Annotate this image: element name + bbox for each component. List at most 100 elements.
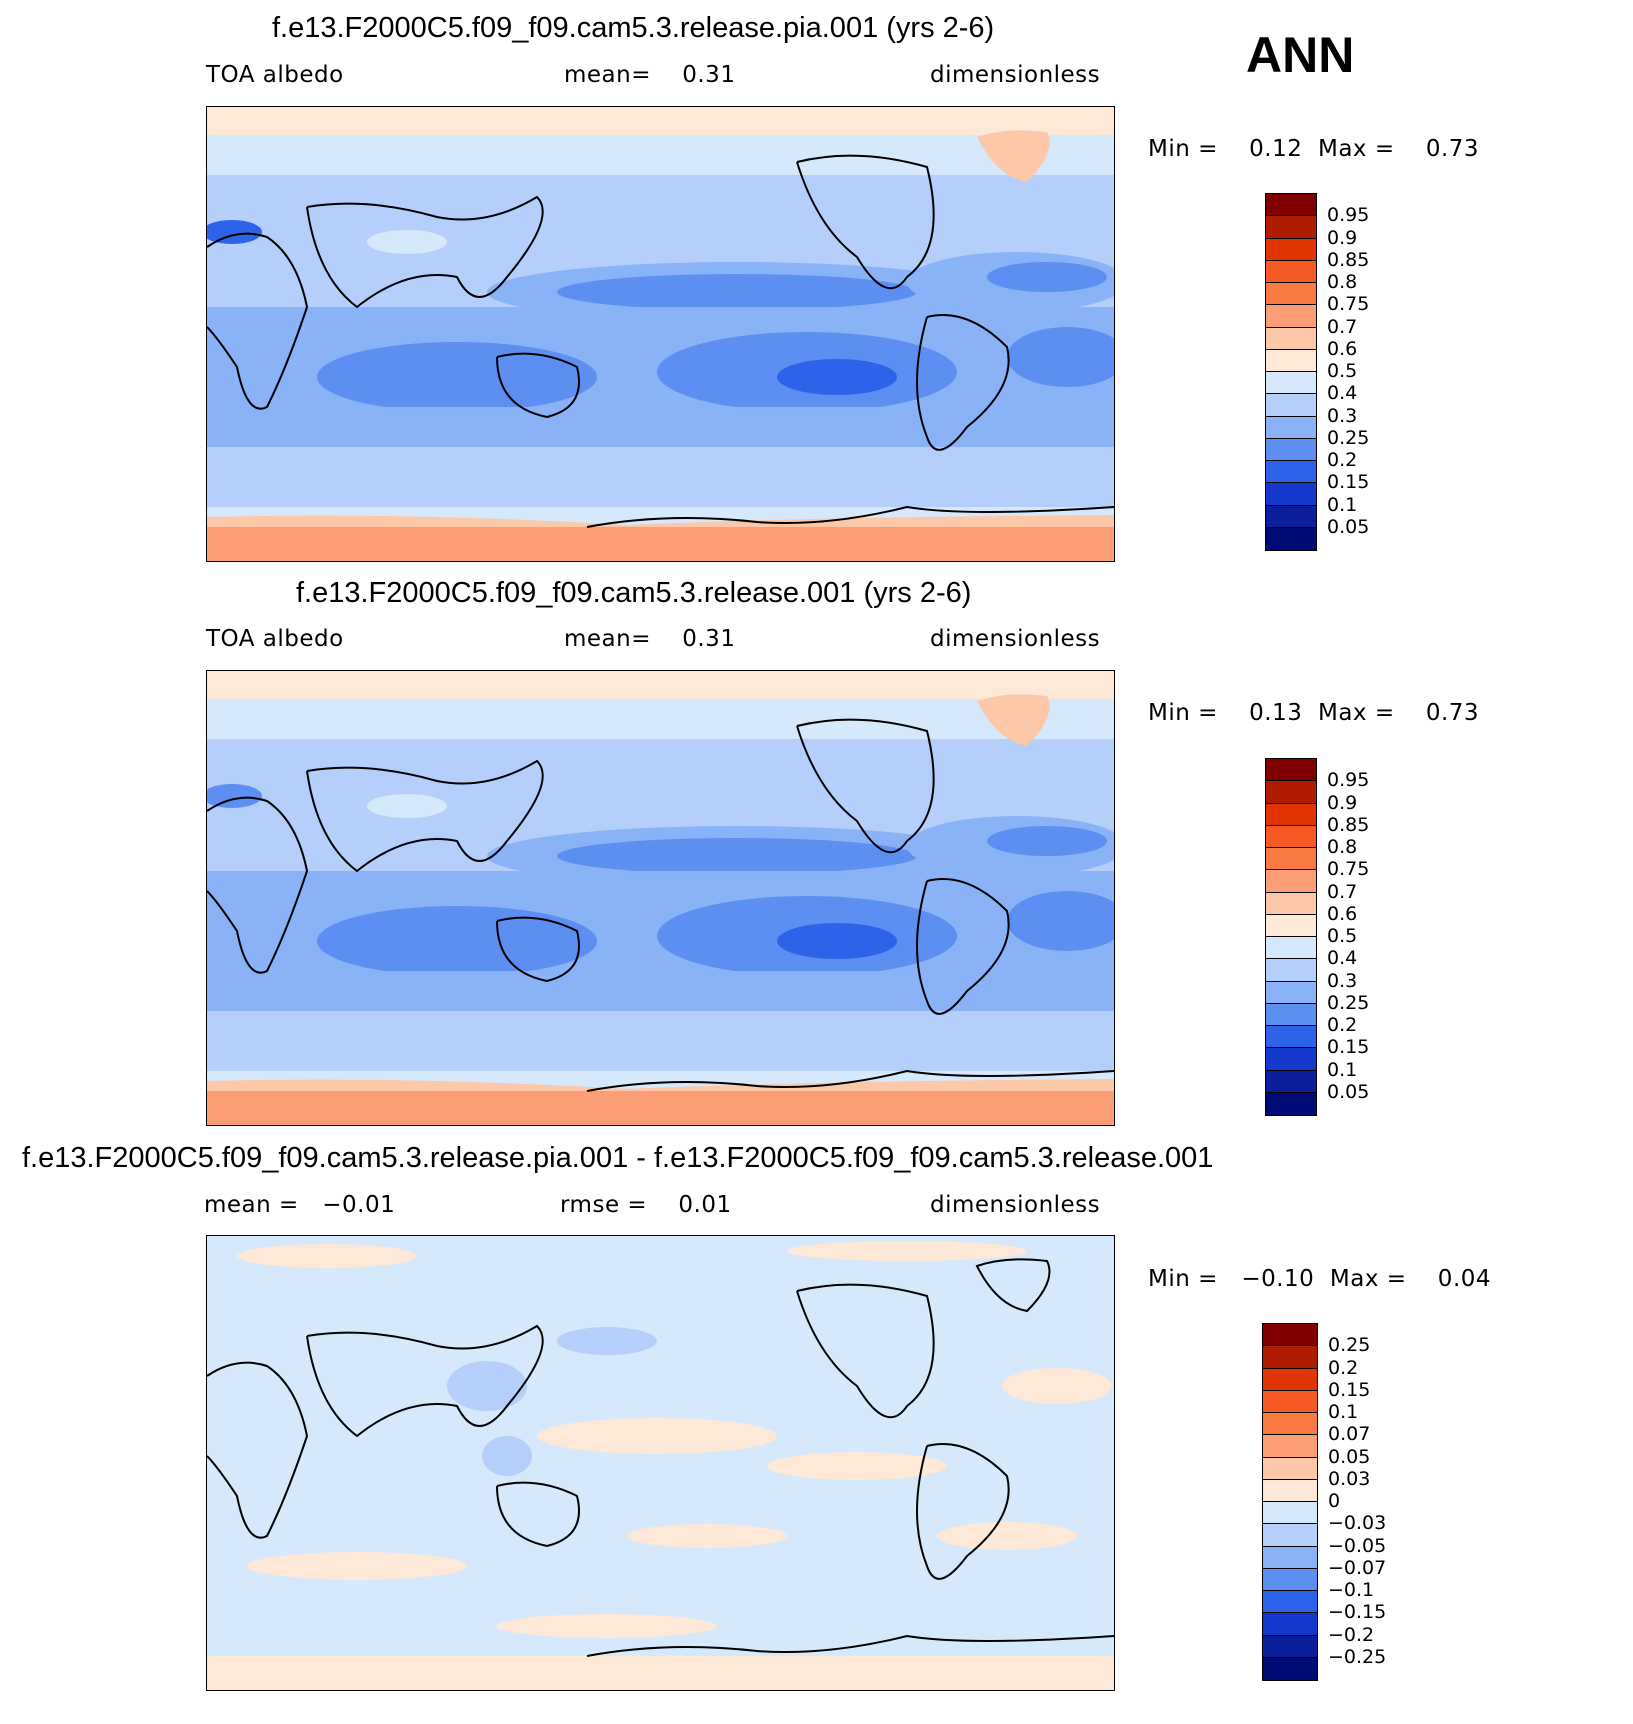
colorbar-tick-label: 0.5 xyxy=(1327,360,1358,382)
panel-3-map xyxy=(206,1235,1115,1691)
colorbar-tick-label: −0.25 xyxy=(1328,1645,1387,1668)
panel-3-colorbar xyxy=(1262,1323,1318,1681)
colorbar-segment xyxy=(1266,416,1316,439)
colorbar-tick-label: 0.05 xyxy=(1327,1080,1370,1103)
colorbar-segment xyxy=(1263,1346,1317,1369)
colorbar-segment xyxy=(1266,461,1316,484)
colorbar-segment xyxy=(1263,1657,1317,1680)
colorbar-segment xyxy=(1266,959,1316,982)
colorbar-tick-label: 0.3 xyxy=(1327,404,1358,427)
colorbar-tick-label: 0.05 xyxy=(1327,515,1370,538)
colorbar-tick-label: 0.15 xyxy=(1327,471,1370,494)
colorbar-tick-label: 0.3 xyxy=(1327,969,1358,992)
colorbar-segment xyxy=(1266,937,1316,960)
colorbar-tick-label: 0.15 xyxy=(1327,1036,1370,1059)
panel-1-map xyxy=(206,106,1115,562)
colorbar-tick-label: −0.07 xyxy=(1328,1556,1387,1579)
panel-1-units-label: dimensionless xyxy=(930,62,1101,88)
colorbar-tick-label: 0.8 xyxy=(1327,836,1358,858)
colorbar-segment xyxy=(1266,260,1316,283)
colorbar-tick-label: 0.8 xyxy=(1327,271,1358,293)
colorbar-tick-label: 0.07 xyxy=(1328,1423,1371,1446)
colorbar-tick-label: 0.1 xyxy=(1328,1401,1359,1423)
colorbar-segment xyxy=(1266,1092,1316,1115)
colorbar-segment xyxy=(1266,1070,1316,1093)
colorbar-segment xyxy=(1263,1502,1317,1525)
panel-2-units-label: dimensionless xyxy=(930,626,1101,652)
panel-2-colorbar xyxy=(1265,758,1317,1116)
colorbar-tick-label: 0.25 xyxy=(1327,991,1370,1014)
colorbar-tick-label: 0.9 xyxy=(1327,226,1358,249)
colorbar-tick-label: 0.25 xyxy=(1328,1334,1371,1357)
colorbar-segment xyxy=(1266,892,1316,915)
colorbar-tick-label: 0.7 xyxy=(1327,315,1358,338)
colorbar-segment xyxy=(1263,1457,1317,1480)
panel-1-mean-label: mean= 0.31 xyxy=(564,62,736,88)
colorbar-segment xyxy=(1263,1435,1317,1458)
colorbar-tick-label: −0.03 xyxy=(1328,1512,1387,1535)
colorbar-segment xyxy=(1266,283,1316,306)
colorbar-tick-label: −0.15 xyxy=(1328,1601,1387,1624)
colorbar-tick-label: 0.9 xyxy=(1327,791,1358,814)
colorbar-segment xyxy=(1263,1635,1317,1658)
colorbar-segment xyxy=(1263,1479,1317,1502)
colorbar-segment xyxy=(1263,1390,1317,1413)
colorbar-tick-label: 0.95 xyxy=(1327,204,1370,227)
panel-3-mean-label: mean = −0.01 xyxy=(204,1192,396,1218)
colorbar-segment xyxy=(1266,914,1316,937)
colorbar-segment xyxy=(1266,781,1316,804)
colorbar-segment xyxy=(1263,1613,1317,1636)
colorbar-segment xyxy=(1263,1368,1317,1391)
colorbar-segment xyxy=(1266,759,1316,782)
panel-3-rmse-label: rmse = 0.01 xyxy=(560,1192,732,1218)
colorbar-segment xyxy=(1266,981,1316,1004)
colorbar-segment xyxy=(1263,1324,1317,1347)
colorbar-tick-label: 0.85 xyxy=(1327,813,1370,836)
colorbar-segment xyxy=(1266,527,1316,550)
colorbar-tick-label: 0.1 xyxy=(1327,493,1358,516)
colorbar-segment xyxy=(1266,1048,1316,1071)
colorbar-tick-label: 0.2 xyxy=(1327,449,1358,471)
colorbar-segment xyxy=(1266,438,1316,461)
colorbar-tick-label: 0.4 xyxy=(1327,947,1358,970)
colorbar-tick-label: 0.25 xyxy=(1327,426,1370,449)
colorbar-tick-label: 0.03 xyxy=(1328,1467,1371,1490)
colorbar-segment xyxy=(1266,305,1316,328)
colorbar-segment xyxy=(1266,194,1316,217)
panel-2-title: f.e13.F2000C5.f09_f09.cam5.3.release.001… xyxy=(296,577,972,609)
colorbar-tick-label: 0.6 xyxy=(1327,337,1358,360)
panel-3-map-svg xyxy=(207,1236,1114,1690)
colorbar-tick-label: 0.85 xyxy=(1327,248,1370,271)
colorbar-tick-label: 0.15 xyxy=(1328,1378,1371,1401)
colorbar-segment xyxy=(1266,483,1316,506)
panel-3-title: f.e13.F2000C5.f09_f09.cam5.3.release.pia… xyxy=(22,1142,1214,1174)
colorbar-tick-label: 0.4 xyxy=(1327,382,1358,405)
colorbar-tick-label: 0 xyxy=(1328,1490,1341,1512)
colorbar-tick-label: −0.1 xyxy=(1328,1579,1375,1601)
colorbar-segment xyxy=(1263,1413,1317,1436)
colorbar-tick-label: 0.95 xyxy=(1327,769,1370,792)
colorbar-segment xyxy=(1266,825,1316,848)
colorbar-tick-label: 0.2 xyxy=(1328,1356,1359,1379)
panel-1-colorbar xyxy=(1265,193,1317,551)
colorbar-tick-label: −0.2 xyxy=(1328,1623,1375,1646)
colorbar-segment xyxy=(1263,1591,1317,1614)
panel-1-variable-label: TOA albedo xyxy=(206,62,344,88)
colorbar-tick-label: 0.2 xyxy=(1327,1014,1358,1036)
colorbar-tick-label: 0.1 xyxy=(1327,1058,1358,1081)
colorbar-tick-label: 0.75 xyxy=(1327,858,1370,881)
panel-2-variable-label: TOA albedo xyxy=(206,626,344,652)
panel-2-minmax: Min = 0.13 Max = 0.73 xyxy=(1148,700,1480,726)
colorbar-segment xyxy=(1263,1568,1317,1591)
colorbar-segment xyxy=(1266,1003,1316,1026)
colorbar-tick-label: 0.7 xyxy=(1327,880,1358,903)
colorbar-segment xyxy=(1266,394,1316,417)
colorbar-segment xyxy=(1266,216,1316,239)
panel-2-map xyxy=(206,670,1115,1126)
colorbar-segment xyxy=(1266,803,1316,826)
colorbar-segment xyxy=(1266,1026,1316,1049)
colorbar-segment xyxy=(1266,327,1316,350)
colorbar-segment xyxy=(1266,238,1316,261)
panel-1-minmax: Min = 0.12 Max = 0.73 xyxy=(1148,136,1480,162)
colorbar-segment xyxy=(1266,870,1316,893)
